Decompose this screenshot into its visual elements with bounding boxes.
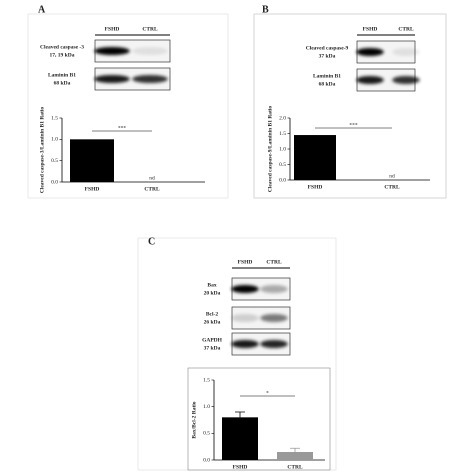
band: [392, 76, 420, 84]
significance-label: ***: [349, 122, 358, 128]
blot-name: Cleaved caspase -3: [40, 44, 84, 50]
bar: [277, 452, 313, 460]
x-tick-label: FSHD: [233, 464, 248, 470]
band: [94, 75, 130, 83]
bar: [70, 139, 114, 182]
band: [260, 314, 288, 322]
y-axis-label: Cleaved caspase-9/Laminin B1 Ratio: [267, 106, 273, 193]
y-tick-label: 0.5: [203, 431, 210, 437]
blot-name: Bax: [207, 282, 216, 288]
y-tick-label: 1.0: [279, 146, 286, 152]
blot-size: 20 kDa: [204, 290, 221, 296]
y-tick-label: 0.0: [279, 177, 286, 183]
lane-label: CTRL: [398, 26, 414, 32]
significance-label: ***: [118, 125, 127, 131]
nd-label: nd: [149, 175, 155, 181]
panel-frame: [253, 13, 447, 199]
y-tick-label: 0.5: [279, 162, 286, 168]
x-tick-label: FSHD: [85, 186, 100, 192]
lane-label: FSHD: [105, 26, 120, 32]
blot-size: 17, 19 kDa: [50, 52, 75, 58]
blot-size: 37 kDa: [204, 345, 221, 351]
y-axis-label: Cleaved caspase-3/Laminin B1 Ratio: [39, 107, 45, 194]
y-tick-label: 0.0: [203, 457, 210, 463]
blot-size: 68 kDa: [319, 81, 336, 87]
bar: [222, 417, 258, 460]
error-bar: [235, 411, 245, 418]
panel-frame: [27, 13, 229, 199]
y-tick-label: 1.5: [279, 131, 286, 137]
panel-label: B: [262, 4, 269, 15]
x-tick-label: CTRL: [287, 464, 303, 470]
band: [231, 285, 259, 293]
chart-frame: [187, 367, 331, 471]
blot-size: 26 kDa: [204, 319, 221, 325]
panel-label: C: [148, 236, 155, 247]
blot-name: Cleaved caspase-9: [306, 45, 349, 51]
blot-size: 37 kDa: [319, 53, 336, 59]
band: [94, 47, 130, 55]
error-bar: [290, 447, 300, 452]
lane-label: FSHD: [363, 26, 378, 32]
blot-size: 68 kDa: [54, 80, 71, 86]
nd-label: nd: [389, 173, 395, 179]
x-tick-label: CTRL: [144, 186, 160, 192]
blot-name: GAPDH: [202, 337, 223, 343]
x-tick-label: CTRL: [384, 184, 400, 190]
band: [356, 48, 384, 56]
y-tick-label: 2.0: [279, 115, 286, 121]
lane-label: CTRL: [266, 259, 282, 265]
band: [132, 75, 168, 83]
blot-name: Laminin B1: [48, 72, 76, 78]
band: [392, 48, 420, 56]
panel-label: A: [38, 4, 46, 15]
band: [356, 76, 384, 84]
y-tick-label: 1.0: [203, 404, 210, 410]
lane-label: CTRL: [142, 26, 158, 32]
band: [132, 47, 168, 55]
y-tick-label: 1.0: [51, 137, 58, 143]
x-tick-label: FSHD: [308, 184, 323, 190]
band: [231, 340, 259, 348]
y-tick-label: 0.5: [51, 158, 58, 164]
blot-name: Laminin B1: [313, 73, 341, 79]
blot-name: Bcl-2: [206, 311, 218, 317]
band: [231, 314, 259, 322]
significance-label: *: [266, 390, 269, 396]
bar: [294, 135, 336, 180]
lane-label: FSHD: [238, 259, 253, 265]
y-tick-label: 1.5: [203, 377, 210, 383]
y-tick-label: 1.5: [51, 115, 58, 121]
band: [260, 285, 288, 293]
y-tick-label: 0.0: [51, 179, 58, 185]
band: [260, 340, 288, 348]
y-axis-label: Bax/Bcl-2 Ratio: [191, 401, 197, 438]
